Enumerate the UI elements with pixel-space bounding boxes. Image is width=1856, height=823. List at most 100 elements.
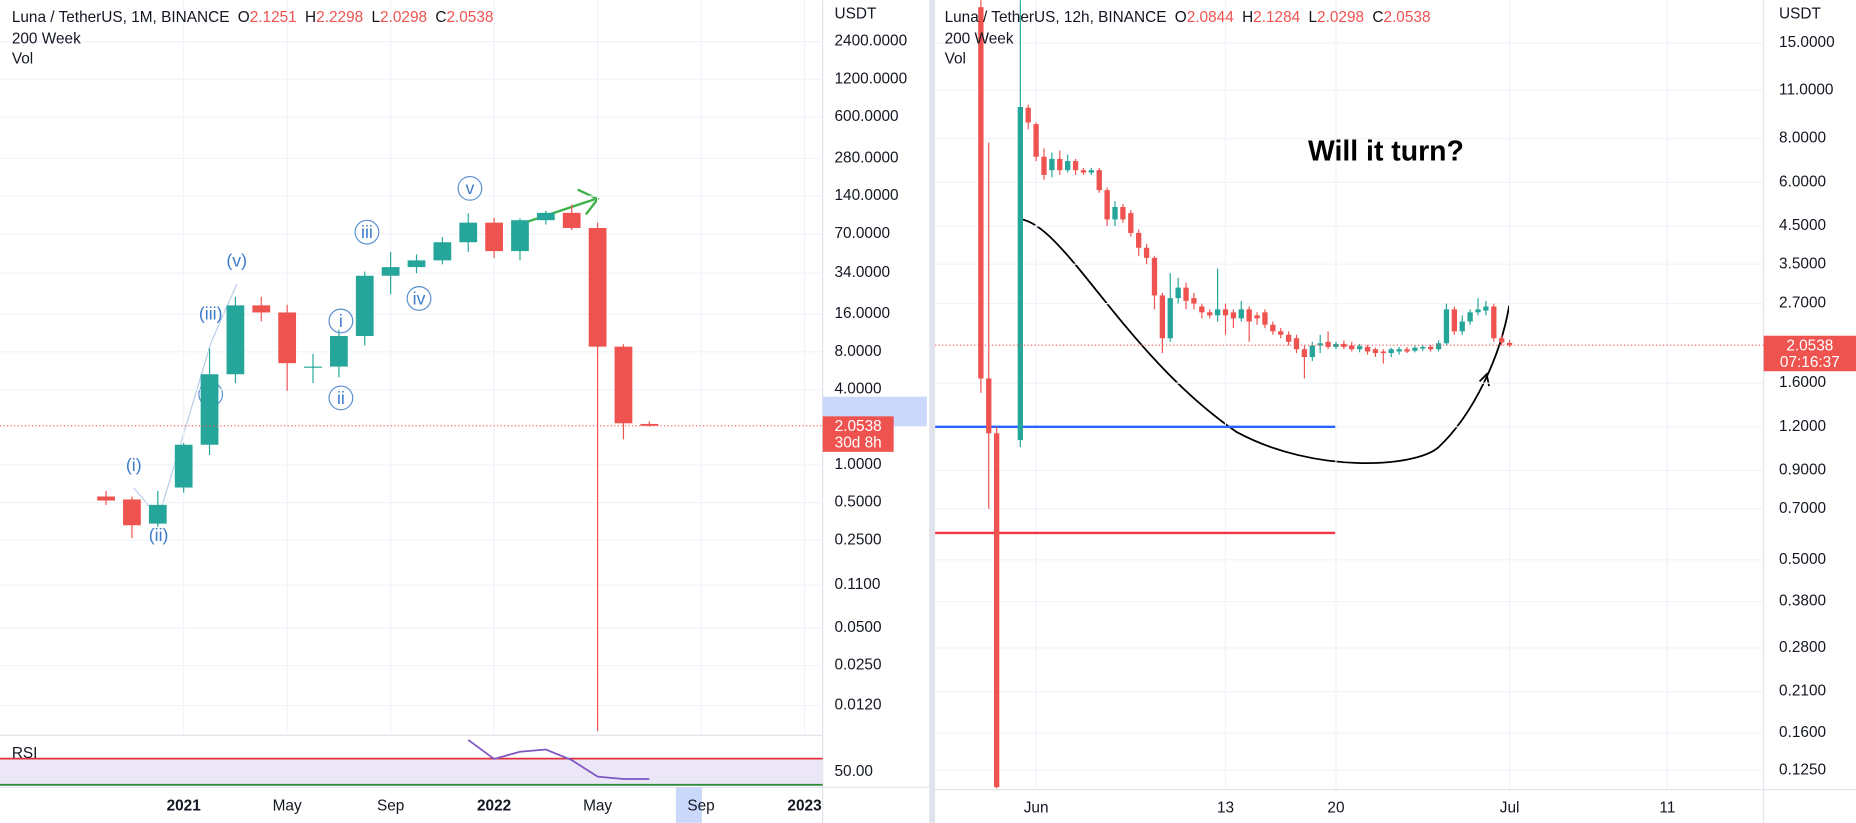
ohlc-value: 2.0538 [1383,9,1430,26]
candle-body [1301,349,1308,358]
candle-body [1356,346,1363,350]
x-tick-label: Jun [1024,800,1049,817]
indicator-label: Vol [12,50,33,67]
y-tick-label: 1200.0000 [834,70,907,87]
rsi-tick-label: 50.00 [834,763,872,780]
candle-body [1278,331,1284,335]
candle-body [148,504,167,524]
wave-label: ii [337,388,345,408]
ohlc-label: C [435,9,446,26]
candle-body [1191,298,1197,304]
y-tick-label: 16.0000 [834,305,890,322]
last-price-label: 2.0538 [1786,337,1833,354]
y-tick-label: 11.0000 [1779,81,1833,98]
time-selection [675,787,702,823]
candle-body [123,499,141,526]
candle-body [1309,345,1315,358]
y-tick-label: 0.5000 [834,494,881,511]
candle-body [1088,170,1095,173]
rsi-title: RSI [12,745,38,762]
candle-body [1499,338,1505,343]
wave-label: iv [413,288,426,308]
indicator-label: Vol [945,50,966,67]
candle-body [1080,170,1087,173]
plot-area [97,204,659,732]
candle-body [278,312,297,364]
candle-body [1325,341,1331,347]
wave-circle [328,385,354,411]
candle-body [1159,295,1166,339]
candle-body [304,366,322,368]
candle-body [1262,312,1268,325]
y-tick-label: 0.7000 [1779,500,1826,517]
ohlc-value: 2.0298 [380,9,427,26]
y-tick-label: 6.0000 [1779,173,1826,190]
wave-label: v [465,178,474,198]
y-tick-label: 0.2500 [834,531,881,548]
x-tick-label: Sep [377,797,404,814]
indicator-label: 200 Week [945,30,1014,47]
y-tick-label: 0.5000 [1779,551,1826,568]
candle-body [1238,309,1244,319]
candle-body [1072,161,1079,171]
candle-body [381,267,400,276]
candle-body [433,242,452,261]
candle-body [986,378,992,434]
candle-body [588,227,607,347]
candle-body [1388,349,1394,354]
ohlc-value: 2.0538 [446,9,493,26]
candle-body [1199,306,1205,313]
candle-body [1483,306,1489,311]
wave-circle [406,286,432,311]
candle-body [1396,349,1402,352]
candle-body [1143,247,1150,258]
candle-body [1270,324,1276,332]
candle-body [1372,349,1379,354]
candle-body [1404,349,1410,352]
y-tick-label: 0.2800 [1779,639,1826,656]
candle-body [459,222,478,243]
x-tick-label: 2022 [477,797,511,814]
candle-body [1459,321,1465,332]
candle-body [536,212,555,221]
x-tick-label: Sep [687,797,714,814]
candle-body [1435,343,1442,350]
candle-body [562,212,581,228]
x-tick-label: Jul [1500,800,1520,817]
chart-title: Luna / TetherUS, 1M, BINANCE [12,9,230,26]
y-tick-label: 0.9000 [1779,462,1826,479]
candle-body [1475,309,1481,313]
candle-body [1183,287,1189,301]
candle-body [407,260,426,268]
y-tick-label: 3.5000 [1779,255,1826,272]
y-tick-label: 70.0000 [834,225,890,242]
y-tick-label: 0.1100 [834,576,880,593]
candle-body [1096,170,1102,191]
x-tick-label: 11 [1659,800,1675,817]
candle-body [1065,161,1071,171]
ohlc-value: 2.0298 [1317,9,1364,26]
candle-body [993,433,1000,788]
y-tick-label: 0.3800 [1779,593,1826,610]
candle-body [1214,309,1221,316]
candle-body [1467,312,1473,322]
y-tick-label: 0.0500 [834,619,881,636]
candle-body [1136,232,1142,248]
y-tick-label: 280.0000 [834,150,898,167]
candle-body [1128,213,1134,233]
candle-body [355,275,374,337]
candle-body [511,220,529,252]
candle-body [614,346,633,424]
y-tick-label: 4.0000 [834,381,881,398]
axis-unit: USDT [1779,5,1821,22]
panel-divider [929,0,936,823]
rsi-line [467,739,650,780]
wave-circle [328,308,354,334]
candle-body [1057,158,1063,171]
wave-label: (iii) [199,304,223,324]
x-tick-label: May [583,797,612,814]
candle-body [1285,334,1292,342]
x-tick-label: 20 [1327,800,1344,817]
